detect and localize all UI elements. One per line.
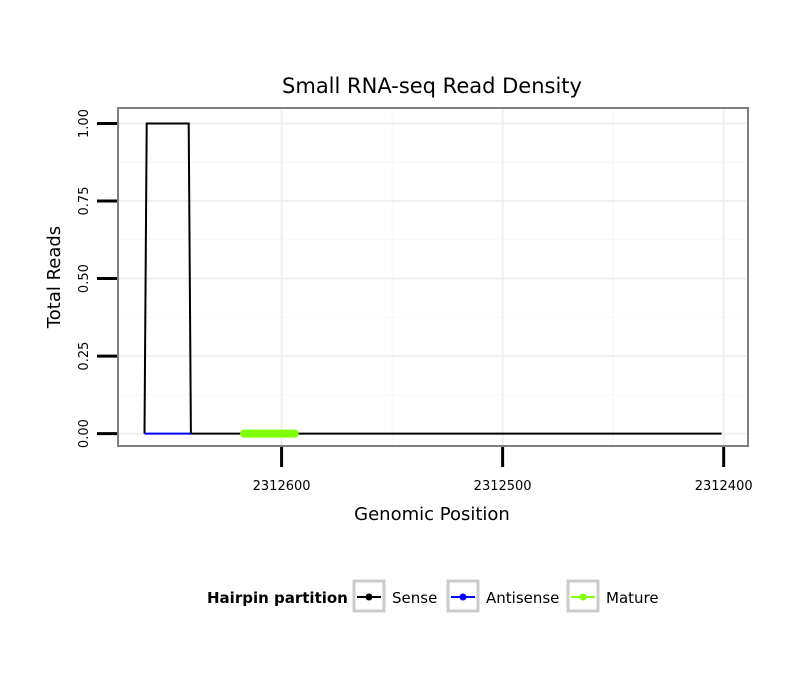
legend-label-mature: Mature bbox=[606, 589, 659, 607]
y-tick-label: 1.00 bbox=[77, 109, 92, 138]
y-tick-label: 0.50 bbox=[77, 264, 92, 293]
y-tick-label: 0.00 bbox=[77, 419, 92, 448]
plot-background bbox=[118, 108, 748, 446]
y-axis-label: Total Reads bbox=[44, 226, 65, 329]
x-axis: 2312600 2312500 2312400 bbox=[253, 447, 753, 494]
legend-item-antisense: Antisense bbox=[446, 579, 559, 613]
series-line-sense bbox=[143, 122, 722, 435]
x-tick-label: 2312500 bbox=[474, 479, 532, 494]
y-tick-label: 0.25 bbox=[77, 342, 92, 371]
x-axis-label: Genomic Position bbox=[354, 504, 510, 525]
x-tick-label: 2312600 bbox=[253, 479, 311, 494]
legend-label-antisense: Antisense bbox=[486, 589, 559, 607]
legend-title: Hairpin partition bbox=[207, 589, 348, 607]
chart-title: Small RNA-seq Read Density bbox=[282, 74, 582, 98]
x-tick-label: 2312400 bbox=[695, 479, 753, 494]
plot-border bbox=[117, 107, 749, 447]
series-layer bbox=[143, 122, 722, 438]
legend-item-mature: Mature bbox=[566, 579, 659, 613]
y-tick-label: 0.75 bbox=[77, 187, 92, 216]
y-axis: 0.00 0.25 0.50 0.75 1.00 bbox=[77, 109, 117, 448]
legend-key-mature bbox=[566, 579, 600, 613]
legend-key-point-mature bbox=[579, 593, 587, 601]
legend-key-point-antisense bbox=[459, 593, 467, 601]
legend-key-point-sense bbox=[365, 593, 373, 601]
legend-item-sense: Sense bbox=[352, 579, 437, 613]
legend-label-sense: Sense bbox=[392, 589, 437, 607]
legend: Hairpin partition Sense Antisense Mature bbox=[207, 579, 659, 613]
